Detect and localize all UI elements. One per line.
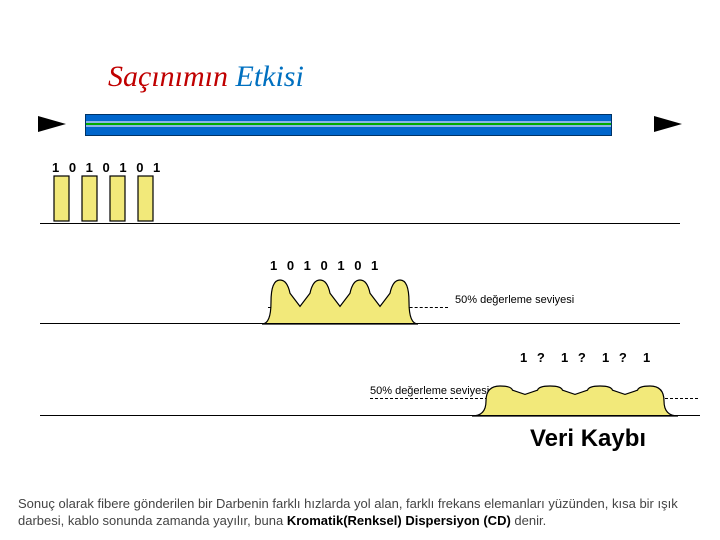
square-pulse-train [52, 174, 174, 226]
fiber-bar [85, 114, 612, 136]
fiber-diagram [40, 108, 680, 140]
data-loss-label: Veri Kaybı [530, 425, 646, 453]
footer-text: Sonuç olarak fibere gönderilen bir Darbe… [18, 495, 702, 530]
bit-labels: 1 ? 1 ? 1 ? 1 [520, 350, 653, 365]
signal-row-mid: 1 0 1 0 1 0 1 50% değerleme seviyesi [40, 258, 700, 324]
arrow-right-icon [654, 116, 682, 132]
baseline [40, 223, 680, 224]
bell-pulse-train [250, 274, 450, 326]
baseline [40, 415, 700, 416]
bit-labels: 1 0 1 0 1 0 1 [270, 258, 381, 273]
title-word-1: Saçınımın [108, 60, 228, 93]
baseline [40, 323, 680, 324]
footer-post: denir. [511, 513, 546, 528]
signal-row-input: 1 0 1 0 1 0 1 [40, 160, 700, 224]
title-word-2: Etkisi [236, 60, 304, 93]
threshold-label: 50% değerleme seviyesi [455, 294, 574, 306]
arrow-left-icon [38, 116, 66, 132]
signal-row-output: 1 ? 1 ? 1 ? 1 50% değerleme seviyesi [40, 350, 700, 416]
slide-title: Saçınımın Etkisi [108, 60, 304, 94]
footer-bold: Kromatik(Renksel) Dispersiyon (CD) [287, 513, 511, 528]
bell-pulse-merged [460, 366, 700, 418]
bit-labels: 1 0 1 0 1 0 1 [52, 160, 163, 175]
